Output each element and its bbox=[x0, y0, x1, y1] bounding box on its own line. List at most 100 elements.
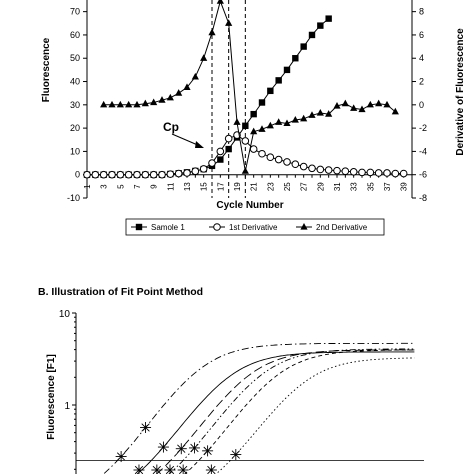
fit-point-marker bbox=[140, 421, 152, 433]
fit-point-marker bbox=[202, 445, 214, 457]
fit-point-marker bbox=[175, 443, 187, 455]
fit-point-stroke bbox=[165, 465, 175, 474]
fit-curve-line bbox=[215, 357, 415, 474]
fit-point-marker bbox=[230, 449, 242, 461]
panel-b-y-tick-label: 10 bbox=[59, 309, 71, 320]
y-tick-label: 30 bbox=[70, 100, 80, 110]
fit-point-marker bbox=[188, 442, 200, 454]
data-point bbox=[300, 114, 308, 122]
data-point bbox=[341, 167, 350, 176]
fit-point-marker bbox=[151, 464, 163, 474]
y2-tick-label: -4 bbox=[419, 146, 427, 156]
data-point bbox=[133, 170, 141, 179]
series-2nd-derivative bbox=[100, 0, 399, 174]
data-point bbox=[99, 170, 108, 179]
legend-label: 1st Derivative bbox=[229, 223, 278, 232]
data-point bbox=[224, 134, 233, 143]
data-point bbox=[300, 43, 307, 50]
y-tick-label: 0 bbox=[75, 170, 80, 180]
data-point bbox=[266, 121, 274, 129]
x-tick-label: 7 bbox=[133, 184, 142, 189]
fit-point-stroke bbox=[207, 465, 216, 474]
data-point bbox=[283, 158, 291, 166]
data-point bbox=[208, 28, 216, 36]
fit-point-marker bbox=[133, 464, 145, 474]
x-tick-label: 13 bbox=[183, 182, 192, 191]
cp-arrow-line bbox=[171, 133, 201, 147]
fit-point-stroke bbox=[116, 452, 126, 461]
series-line bbox=[103, 0, 396, 172]
data-point bbox=[158, 170, 166, 179]
data-point bbox=[275, 118, 283, 125]
x-tick-label: 19 bbox=[233, 182, 242, 191]
data-point bbox=[283, 66, 291, 74]
data-point bbox=[183, 169, 191, 177]
x-tick-label: 35 bbox=[366, 182, 375, 191]
data-point bbox=[358, 105, 366, 113]
data-point bbox=[383, 169, 391, 177]
data-point bbox=[349, 167, 358, 176]
y-tick-label: 40 bbox=[70, 77, 80, 87]
panel-b-y-tick-label: 1 bbox=[64, 401, 70, 412]
fit-point-marker bbox=[157, 441, 169, 453]
fit-curve-line bbox=[136, 351, 415, 474]
y-tick-label: 10 bbox=[70, 146, 80, 156]
y2-tick-label: 6 bbox=[419, 30, 424, 40]
panel-a-series-group bbox=[83, 0, 408, 179]
legend-marker bbox=[135, 223, 143, 231]
fit-point-marker bbox=[205, 464, 217, 474]
x-tick-label: 23 bbox=[266, 182, 275, 191]
fit-point-stroke bbox=[231, 450, 240, 459]
data-point bbox=[374, 169, 383, 177]
data-point bbox=[166, 93, 174, 101]
data-point bbox=[299, 162, 308, 171]
fit-point-stroke bbox=[159, 442, 168, 452]
fit-point-stroke bbox=[203, 446, 212, 456]
x-tick-label: 27 bbox=[300, 182, 309, 191]
cp-annotation: Cp bbox=[163, 120, 179, 134]
fit-curve-line bbox=[155, 349, 415, 474]
x-tick-label: 17 bbox=[216, 182, 225, 191]
data-point bbox=[125, 100, 133, 108]
data-point bbox=[250, 127, 258, 135]
panel-b-series-group bbox=[103, 342, 415, 474]
data-point bbox=[258, 149, 266, 158]
data-point bbox=[325, 15, 332, 22]
data-point bbox=[358, 168, 366, 177]
fit-point-stroke bbox=[141, 423, 150, 432]
data-point bbox=[308, 31, 316, 39]
fit-curve-dash-dot-dot bbox=[164, 348, 415, 474]
fit-curve-line bbox=[168, 348, 415, 474]
data-point bbox=[292, 55, 299, 62]
data-point bbox=[316, 165, 325, 174]
fit-point-stroke bbox=[178, 465, 188, 474]
fit-point-stroke bbox=[190, 443, 199, 453]
data-point bbox=[91, 170, 100, 179]
data-point bbox=[191, 72, 199, 80]
fit-curve-short-dash bbox=[177, 349, 415, 474]
data-point bbox=[191, 167, 200, 176]
data-point bbox=[291, 115, 299, 123]
data-point bbox=[333, 166, 341, 175]
data-point bbox=[308, 111, 316, 118]
y2-tick-label: 8 bbox=[419, 7, 424, 17]
fit-curve-dotted bbox=[205, 357, 415, 474]
data-point bbox=[183, 83, 191, 90]
legend: Samole 1 1st Derivative 2nd Derivative bbox=[125, 218, 385, 236]
data-point bbox=[391, 107, 399, 115]
panel-b-fit-point-chart: B. Illustration of Fit Point Method Fluo… bbox=[38, 286, 424, 474]
data-point bbox=[341, 99, 349, 107]
y-axis-title: Fluorescence bbox=[41, 37, 52, 102]
data-point bbox=[308, 164, 316, 173]
data-point bbox=[233, 118, 241, 125]
data-point bbox=[266, 153, 275, 162]
fit-curve-solid bbox=[133, 351, 415, 474]
x-tick-label: 21 bbox=[250, 182, 259, 191]
fit-point-marker bbox=[177, 464, 189, 474]
data-point bbox=[366, 168, 375, 177]
data-point bbox=[216, 147, 225, 156]
data-point bbox=[166, 170, 175, 178]
x-tick-label: 1 bbox=[83, 184, 92, 189]
